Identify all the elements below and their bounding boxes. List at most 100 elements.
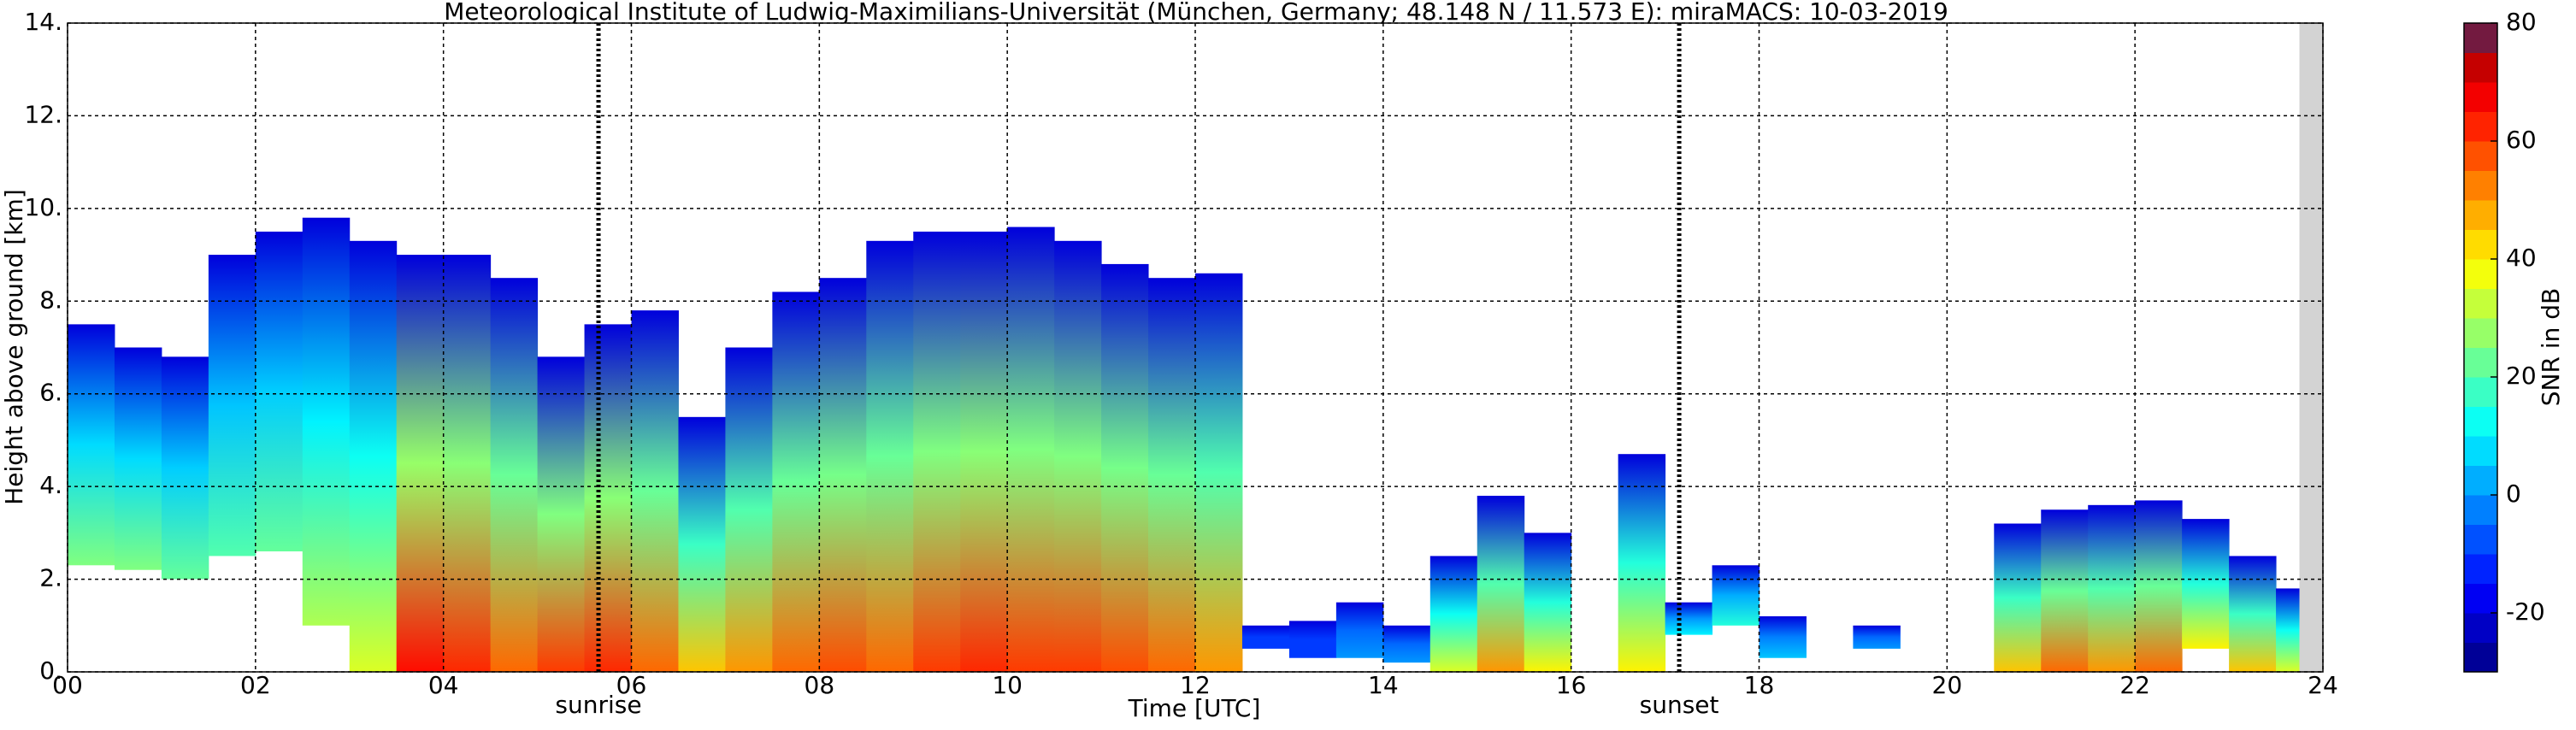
colorbar-step bbox=[2464, 406, 2497, 437]
x-tick-label: 08 bbox=[805, 671, 835, 699]
cloud-column bbox=[2088, 504, 2136, 672]
cloud-column bbox=[2041, 509, 2089, 672]
y-tick-label: 0. bbox=[39, 656, 62, 685]
no-data-band bbox=[2299, 23, 2323, 672]
cloud-column bbox=[114, 347, 162, 570]
colorbar-step bbox=[2464, 82, 2497, 112]
plot-frame bbox=[67, 22, 2324, 673]
colorbar-step bbox=[2464, 229, 2497, 260]
cloud-column bbox=[819, 278, 867, 672]
cloud-column bbox=[1712, 565, 1760, 626]
y-tick-label: 4. bbox=[39, 471, 62, 499]
cloud-column bbox=[725, 347, 773, 672]
cloud-column bbox=[1429, 556, 1478, 672]
colorbar-tick-label: 40 bbox=[2506, 244, 2537, 272]
x-tick-label: 16 bbox=[1556, 671, 1587, 699]
cloud-column bbox=[1759, 615, 1807, 658]
x-tick-label: 22 bbox=[2119, 671, 2150, 699]
x-tick-label: 02 bbox=[240, 671, 271, 699]
cloud-column bbox=[443, 255, 492, 672]
y-tick-label: 14. bbox=[24, 8, 62, 36]
colorbar-step bbox=[2464, 111, 2497, 142]
cloud-column bbox=[1994, 523, 2042, 672]
colorbar-step bbox=[2464, 170, 2497, 201]
cloud-column bbox=[1618, 454, 1666, 672]
cloud-column bbox=[255, 231, 304, 552]
annotation-label: sunset bbox=[1640, 691, 1719, 719]
colorbar-step bbox=[2464, 52, 2497, 83]
x-tick-label: 06 bbox=[616, 671, 647, 699]
colorbar-step bbox=[2464, 465, 2497, 496]
colorbar-step bbox=[2464, 436, 2497, 466]
x-tick-label: 18 bbox=[1744, 671, 1775, 699]
y-tick-label: 12. bbox=[24, 100, 62, 128]
colorbar-step bbox=[2464, 642, 2497, 673]
cloud-column bbox=[1195, 273, 1243, 672]
cloud-column bbox=[1335, 602, 1384, 658]
cloud-column bbox=[1007, 227, 1055, 672]
y-tick-label: 2. bbox=[39, 564, 62, 592]
annotation-label: sunrise bbox=[555, 691, 641, 719]
colorbar-step bbox=[2464, 318, 2497, 348]
cloud-column bbox=[2182, 519, 2230, 649]
colorbar-frame bbox=[2463, 22, 2498, 673]
x-tick-label: 24 bbox=[2308, 671, 2338, 699]
colorbar-step bbox=[2464, 288, 2497, 319]
colorbar-tick-label: 60 bbox=[2506, 126, 2537, 154]
cloud-column bbox=[208, 255, 256, 556]
colorbar-step bbox=[2464, 613, 2497, 643]
x-tick-label: 20 bbox=[1932, 671, 1963, 699]
cloud-column bbox=[1241, 625, 1290, 649]
cloud-column bbox=[1477, 495, 1525, 672]
y-axis-label: Height above ground [km] bbox=[0, 189, 28, 505]
chart-title: Meteorological Institute of Ludwig-Maxim… bbox=[444, 0, 1948, 26]
x-tick-label: 00 bbox=[52, 671, 83, 699]
cloud-column bbox=[584, 324, 632, 672]
colorbar-tick-label: -20 bbox=[2506, 598, 2545, 626]
cloud-column bbox=[678, 416, 726, 672]
cloud-column bbox=[1853, 625, 1901, 649]
colorbar-tick-label: 20 bbox=[2506, 362, 2537, 390]
colorbar-tick-label: 80 bbox=[2506, 8, 2537, 36]
colorbar-tick-label: 0 bbox=[2506, 480, 2521, 508]
colorbar-step bbox=[2464, 554, 2497, 584]
cloud-column bbox=[1148, 278, 1196, 672]
y-tick-label: 6. bbox=[39, 379, 62, 407]
cloud-column bbox=[396, 255, 445, 672]
colorbar-step bbox=[2464, 141, 2497, 171]
cloud-column bbox=[68, 324, 115, 566]
colorbar-step bbox=[2464, 200, 2497, 230]
cloud-column bbox=[866, 240, 914, 672]
cloud-column bbox=[772, 291, 820, 672]
cloud-column bbox=[1382, 625, 1431, 663]
colorbar-step bbox=[2464, 524, 2497, 555]
cloud-column bbox=[1524, 533, 1572, 672]
x-tick-label: 10 bbox=[992, 671, 1023, 699]
colorbar-step bbox=[2464, 259, 2497, 289]
x-tick-label: 14 bbox=[1368, 671, 1399, 699]
colorbar-label: SNR in dB bbox=[2537, 288, 2565, 406]
cloud-column bbox=[1288, 621, 1337, 658]
colorbar-step bbox=[2464, 377, 2497, 407]
x-axis-label: Time [UTC] bbox=[1128, 694, 1261, 722]
cloud-column bbox=[631, 310, 679, 672]
cloud-column bbox=[1101, 263, 1149, 672]
x-tick-label: 04 bbox=[428, 671, 459, 699]
cloud-column bbox=[161, 356, 209, 580]
cloud-column bbox=[349, 240, 398, 672]
cloud-column bbox=[2135, 500, 2183, 672]
colorbar-step bbox=[2464, 583, 2497, 614]
y-tick-label: 10. bbox=[24, 193, 62, 221]
cloud-column bbox=[1054, 240, 1102, 672]
y-tick-label: 8. bbox=[39, 286, 62, 314]
cloud-column bbox=[2229, 556, 2277, 672]
cloud-column bbox=[913, 231, 961, 672]
colorbar-step bbox=[2464, 495, 2497, 525]
cloud-column bbox=[1665, 602, 1713, 635]
cloud-column bbox=[490, 278, 539, 672]
x-tick-label: 12 bbox=[1180, 671, 1211, 699]
colorbar-step bbox=[2464, 23, 2497, 53]
cloud-column bbox=[302, 217, 351, 626]
colorbar-step bbox=[2464, 347, 2497, 378]
